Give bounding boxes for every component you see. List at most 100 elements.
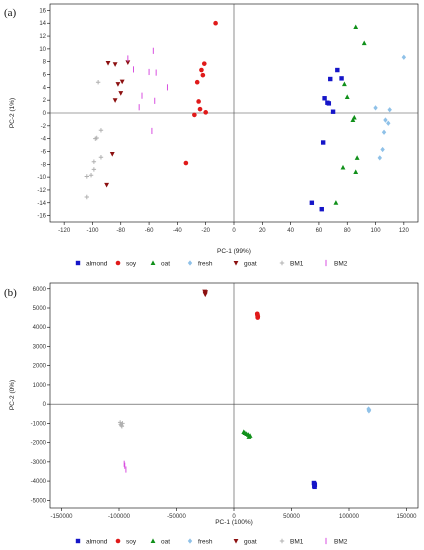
point-goat (112, 62, 118, 67)
point-oat (333, 200, 339, 205)
x-tick-label: 120 (399, 228, 410, 234)
y-tick-label: 12 (39, 34, 46, 40)
legend-marker-goat (233, 539, 239, 544)
legend-marker-BM1 (279, 260, 285, 266)
point-goat (115, 82, 121, 87)
x-tick-label: 20 (259, 228, 266, 234)
point-soy (197, 106, 203, 112)
scatter-panel-a: (a) -120 -100 -80 -60 -40 -20 0 20 40 60 80 100 120-… (4, 3, 419, 268)
y-tick-label: 5000 (33, 306, 47, 312)
x-tick-label: 60 (316, 228, 323, 234)
x-tick-label: -40 (173, 228, 182, 234)
x-tick-label: 0 (232, 228, 236, 234)
legend-label-BM2: BM2 (334, 261, 348, 268)
y-axis-label-a: PC-2 (1%) (9, 98, 16, 128)
y-tick-label: -14 (37, 201, 46, 207)
point-oat (246, 434, 252, 439)
y-tick-label: -2 (41, 124, 47, 130)
point-soy (201, 61, 207, 66)
x-tick-label: -80 (116, 228, 125, 234)
point-fresh (386, 120, 391, 126)
legend-marker-goat (233, 261, 239, 266)
legend-b: almond soy oat fresh goat BM1 BM2 (75, 537, 348, 546)
y-tick-label: -3000 (31, 460, 47, 466)
y-tick-label: -4000 (31, 479, 47, 485)
point-almond (339, 76, 344, 81)
x-tick-label: 80 (344, 228, 351, 234)
x-tick-label: -100000 (108, 514, 131, 520)
point-BM1 (98, 128, 104, 133)
point-goat (203, 290, 209, 295)
y-tick-label: 4 (43, 85, 47, 91)
legend-label-oat: oat (161, 261, 170, 268)
y-tick-label: 6 (43, 73, 47, 79)
x-tick-label: -120 (58, 228, 71, 234)
point-goat (105, 61, 111, 66)
point-fresh (373, 105, 378, 111)
legend-marker-BM1 (279, 538, 285, 544)
legend-label-BM1: BM1 (290, 539, 304, 546)
legend-label-BM2: BM2 (334, 539, 348, 546)
legend-label-goat: goat (244, 261, 257, 268)
legend-label-soy: soy (126, 261, 137, 268)
y-tick-label: 4000 (33, 325, 47, 331)
point-soy (199, 67, 204, 73)
y-tick-label: -10 (37, 175, 46, 181)
point-almond (335, 67, 340, 73)
point-BM1 (91, 167, 97, 172)
legend-marker-almond (75, 260, 81, 266)
legend-marker-fresh (187, 538, 193, 544)
point-goat (202, 292, 208, 298)
y-tick-label: 16 (39, 8, 46, 14)
y-tick-label: -1000 (31, 421, 47, 427)
point-oat (353, 169, 359, 174)
point-almond (326, 101, 332, 106)
legend-label-soy: soy (126, 539, 137, 546)
point-fresh (377, 155, 382, 161)
point-fresh (401, 54, 407, 60)
point-goat (118, 91, 124, 96)
point-BM1 (120, 421, 125, 426)
point-goat (109, 152, 115, 157)
point-BM1 (84, 194, 89, 200)
point-oat (351, 114, 357, 120)
point-fresh (380, 146, 385, 153)
legend-marker-soy (115, 538, 121, 544)
y-tick-label: 1000 (33, 383, 47, 389)
y-tick-label: 6000 (33, 287, 47, 293)
x-axis-label-b: PC-1 (100%) (215, 519, 253, 526)
point-BM1 (98, 155, 104, 160)
point-fresh (387, 107, 392, 113)
point-soy (192, 112, 197, 118)
x-tick-label: -150000 (50, 514, 73, 520)
legend-label-fresh: fresh (198, 539, 213, 546)
x-tick-label: 40 (287, 228, 294, 234)
point-fresh (366, 407, 372, 413)
point-oat (361, 40, 367, 46)
y-tick-label: 0 (43, 402, 47, 408)
legend-a: almond soy oat fresh goat BM1 BM2 (75, 259, 348, 268)
legend-label-oat: oat (161, 539, 170, 546)
x-tick-label: 100000 (339, 514, 360, 520)
point-soy (200, 72, 206, 78)
x-tick-label: -60 (145, 228, 154, 234)
point-soy (203, 110, 209, 115)
point-oat (354, 155, 360, 160)
point-goat (119, 79, 125, 85)
point-fresh (383, 117, 388, 123)
y-tick-label: 2 (43, 98, 47, 104)
point-soy (255, 315, 260, 320)
point-almond (328, 76, 333, 82)
point-almond (320, 140, 326, 145)
point-soy (196, 99, 201, 104)
y-tick-label: -8 (41, 162, 47, 168)
x-tick-label: 0 (232, 514, 236, 520)
point-oat (344, 94, 350, 99)
y-tick-label: -6 (41, 149, 47, 155)
legend-marker-fresh (187, 260, 193, 266)
x-tick-label: 50000 (283, 514, 300, 520)
x-tick-label: -50000 (167, 514, 186, 520)
point-almond (330, 109, 336, 114)
point-BM1 (95, 80, 101, 85)
